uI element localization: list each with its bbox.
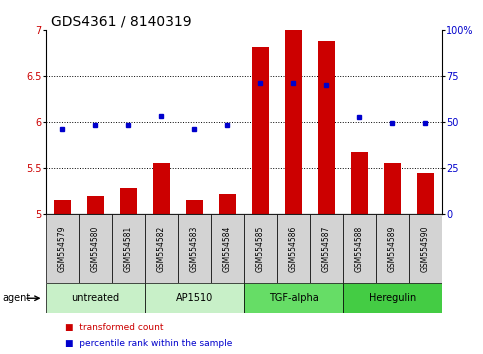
Text: Heregulin: Heregulin <box>369 293 416 303</box>
Bar <box>145 214 178 283</box>
Text: GSM554585: GSM554585 <box>256 225 265 272</box>
Text: ■  transformed count: ■ transformed count <box>65 323 164 332</box>
Text: GSM554581: GSM554581 <box>124 225 133 272</box>
Bar <box>343 283 442 313</box>
Text: untreated: untreated <box>71 293 119 303</box>
Bar <box>54 200 71 214</box>
Bar <box>310 214 343 283</box>
Text: GSM554582: GSM554582 <box>157 225 166 272</box>
Bar <box>351 152 368 214</box>
Bar <box>178 214 211 283</box>
Bar <box>186 200 203 214</box>
Text: GSM554587: GSM554587 <box>322 225 331 272</box>
Text: GSM554588: GSM554588 <box>355 225 364 272</box>
Bar <box>277 214 310 283</box>
Text: GDS4361 / 8140319: GDS4361 / 8140319 <box>51 14 191 28</box>
Bar <box>285 30 302 214</box>
Text: GSM554590: GSM554590 <box>421 225 430 272</box>
Bar <box>145 283 244 313</box>
Bar <box>417 173 434 214</box>
Bar <box>46 283 145 313</box>
Bar <box>409 214 442 283</box>
Bar <box>211 214 244 283</box>
Text: GSM554586: GSM554586 <box>289 225 298 272</box>
Text: agent: agent <box>2 293 30 303</box>
Bar <box>343 214 376 283</box>
Bar <box>244 214 277 283</box>
Text: TGF-alpha: TGF-alpha <box>269 293 318 303</box>
Bar <box>79 214 112 283</box>
Text: GSM554583: GSM554583 <box>190 225 199 272</box>
Bar <box>318 41 335 214</box>
Text: GSM554589: GSM554589 <box>388 225 397 272</box>
Bar <box>384 162 401 214</box>
Bar <box>46 214 79 283</box>
Bar <box>252 47 269 214</box>
Bar <box>219 194 236 214</box>
Bar <box>112 214 145 283</box>
Text: AP1510: AP1510 <box>176 293 213 303</box>
Bar <box>120 188 137 214</box>
Text: GSM554579: GSM554579 <box>58 225 67 272</box>
Bar <box>87 196 104 214</box>
Bar <box>244 283 343 313</box>
Text: ■  percentile rank within the sample: ■ percentile rank within the sample <box>65 339 233 348</box>
Text: GSM554580: GSM554580 <box>91 225 100 272</box>
Bar <box>153 162 170 214</box>
Bar <box>376 214 409 283</box>
Text: GSM554584: GSM554584 <box>223 225 232 272</box>
